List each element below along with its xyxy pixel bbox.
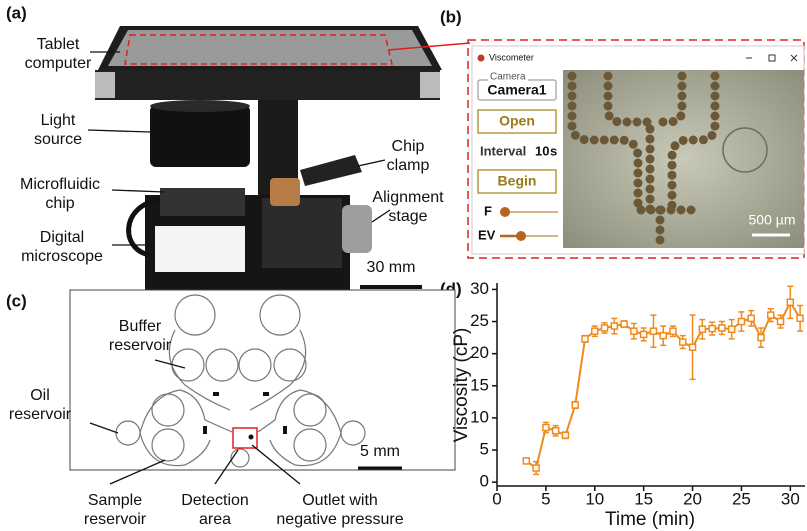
button-label: Open <box>499 113 535 129</box>
y-tick-label: 0 <box>480 472 489 491</box>
annotation: reservoir <box>109 337 172 354</box>
slider-knob[interactable] <box>500 207 510 217</box>
scale-label: 30 mm <box>367 259 416 276</box>
chart: Viscosity (cP) Time (min) 0 5 10 15 20 25 30 0 5… <box>451 279 805 530</box>
marker <box>650 328 656 334</box>
marker <box>592 328 598 334</box>
slider-knob[interactable] <box>516 231 526 241</box>
annotation: microscope <box>21 248 103 265</box>
marker <box>533 465 539 471</box>
slider-label: EV <box>478 227 496 242</box>
annotation: negative pressure <box>276 511 403 528</box>
annotation: chip <box>45 195 74 212</box>
marker <box>523 458 529 464</box>
y-tick-label: 30 <box>470 279 489 298</box>
window-title: Viscometer <box>489 52 534 62</box>
scale-label: 500 µm <box>749 212 796 228</box>
marker <box>729 326 735 332</box>
marker <box>699 326 705 332</box>
marker <box>611 323 617 329</box>
annotation: Microfluidic <box>20 176 100 193</box>
figure: (a) (b) (c) (d) Tablet computer Light so… <box>0 0 807 531</box>
app-icon <box>478 55 485 62</box>
marker <box>670 328 676 334</box>
marker <box>787 299 793 305</box>
x-tick-label: 10 <box>585 489 604 508</box>
y-tick-label: 20 <box>470 343 489 362</box>
button-label: Begin <box>498 173 537 189</box>
marker <box>719 325 725 331</box>
scale-label: 5 mm <box>360 443 400 460</box>
annotation: area <box>199 511 231 528</box>
marker <box>553 428 559 434</box>
annotation: Buffer <box>119 318 162 335</box>
interval-value[interactable]: 10 <box>535 143 549 158</box>
annotation: computer <box>25 55 92 72</box>
x-tick-label: 0 <box>492 489 501 508</box>
x-tick-label: 30 <box>781 489 800 508</box>
annotation: Tablet <box>37 36 80 53</box>
marker <box>572 402 578 408</box>
marker <box>582 336 588 342</box>
y-axis-label: Viscosity (cP) <box>451 328 472 443</box>
annotation: Outlet with <box>302 492 378 509</box>
y-tick-label: 25 <box>470 311 489 330</box>
annotation: Detection <box>181 492 249 509</box>
y-tick-label: 10 <box>470 407 489 426</box>
annotation: Alignment <box>372 189 444 206</box>
annotation: Light <box>41 112 76 129</box>
panel-label: (c) <box>6 291 27 310</box>
marker <box>602 325 608 331</box>
x-tick-label: 15 <box>634 489 653 508</box>
marker <box>748 315 754 321</box>
interval-label: Interval <box>480 143 526 158</box>
marker <box>621 321 627 327</box>
marker <box>778 319 784 325</box>
marker <box>543 425 549 431</box>
panel-label: (a) <box>6 3 27 22</box>
y-tick-label: 15 <box>470 375 489 394</box>
camera-name: Camera1 <box>487 82 546 98</box>
marker <box>758 335 764 341</box>
y-tick-label: 5 <box>480 440 489 459</box>
marker <box>680 339 686 345</box>
annotation: Oil <box>30 387 50 404</box>
annotation: reservoir <box>84 511 147 528</box>
slider-label: F <box>484 203 492 218</box>
annotation: Sample <box>88 492 142 509</box>
marker <box>738 319 744 325</box>
x-tick-label: 5 <box>541 489 550 508</box>
annotation: reservoir <box>9 406 72 423</box>
annotation: source <box>34 131 82 148</box>
marker <box>641 331 647 337</box>
marker <box>768 312 774 318</box>
interval-unit: s <box>550 143 557 158</box>
annotation: stage <box>388 208 427 225</box>
marker <box>631 328 637 334</box>
marker <box>797 315 803 321</box>
annotation: Digital <box>40 229 84 246</box>
marker <box>690 344 696 350</box>
marker <box>660 333 666 339</box>
x-tick-label: 25 <box>732 489 751 508</box>
x-axis-label: Time (min) <box>605 509 695 530</box>
panel-label: (b) <box>440 7 462 26</box>
marker <box>709 326 715 332</box>
annotation: clamp <box>387 157 430 174</box>
x-tick-label: 20 <box>683 489 702 508</box>
annotation: Chip <box>392 138 425 155</box>
marker <box>562 432 568 438</box>
